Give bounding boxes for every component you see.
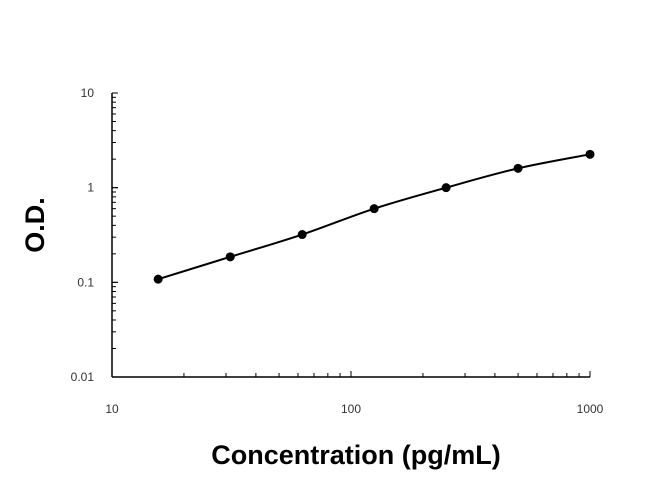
fit-curve-line bbox=[157, 153, 591, 281]
x-tick-label: 100 bbox=[341, 402, 361, 416]
data-point bbox=[513, 163, 523, 173]
data-point bbox=[369, 204, 379, 214]
data-point bbox=[297, 230, 307, 240]
data-points bbox=[153, 149, 595, 284]
x-tick-label: 1000 bbox=[577, 402, 604, 416]
y-tick-label: 0.01 bbox=[71, 370, 95, 384]
y-axis-title: O.D. bbox=[20, 197, 50, 253]
x-axis-title: Concentration (pg/mL) bbox=[211, 440, 500, 470]
x-tick-label: 10 bbox=[105, 402, 119, 416]
data-point bbox=[153, 274, 163, 284]
data-point bbox=[441, 183, 451, 193]
tick-labels: 0.01 0.1 1 10 10 100 1000 bbox=[71, 86, 604, 416]
y-tick-label: 10 bbox=[81, 86, 95, 100]
data-point bbox=[585, 149, 595, 159]
axis-ticks bbox=[111, 92, 591, 378]
y-tick-label: 1 bbox=[87, 181, 94, 195]
data-point bbox=[225, 252, 235, 262]
y-tick-label: 0.1 bbox=[77, 275, 94, 289]
